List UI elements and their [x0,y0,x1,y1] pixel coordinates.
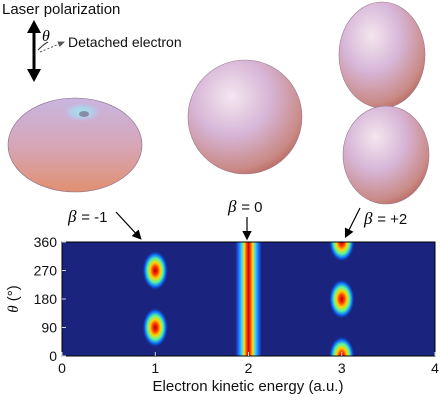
detached-electron-label: Detached electron [68,34,182,50]
dumbbell-distribution-shape [338,1,430,205]
heatmap-plot: 0 1 2 3 4 0 90 180 270 360 [34,234,439,376]
x-tick-label: 1 [151,360,159,376]
heatmap-blob [328,336,355,356]
heatmap-blob [328,279,355,319]
y-tick-label: 180 [34,291,58,307]
y-tick-label: 360 [34,234,58,250]
sphere-distribution-shape [187,59,303,175]
y-axis-label: θ (°) [5,285,22,313]
torus-distribution-shape [7,97,143,193]
beta-label-torus: β = -1 [67,207,107,226]
polarization-double-arrow [27,20,41,82]
x-tick-label: 0 [58,360,66,376]
laser-polarization-label: Laser polarization [2,1,120,18]
svg-text:β = +2: β = +2 [363,209,407,228]
y-tick-label: 270 [34,263,58,279]
y-tick-label: 90 [41,320,57,336]
detached-electron-arrow [39,41,65,53]
x-tick-label: 4 [431,360,439,376]
arrow-to-energy-1 [115,211,142,240]
svg-text:θ (°): θ (°) [5,285,22,313]
x-tick-label: 2 [245,360,253,376]
x-axis-label: Electron kinetic energy (a.u.) [153,378,344,395]
heatmap-blob [328,242,355,262]
y-tick-label: 0 [49,348,57,364]
theta-angle-arc [37,41,49,51]
heatmap-band [235,242,262,356]
theta-symbol: θ [42,28,50,45]
beta-label-dumbbell: β = +2 [363,209,407,228]
svg-text:β = -1: β = -1 [67,207,107,226]
svg-text:β = 0: β = 0 [227,197,262,216]
heatmap-blob [142,250,169,291]
heatmap-blob [142,307,169,348]
x-tick-label: 3 [338,360,346,376]
beta-label-sphere: β = 0 [227,197,262,216]
arrow-to-energy-3 [344,207,361,239]
